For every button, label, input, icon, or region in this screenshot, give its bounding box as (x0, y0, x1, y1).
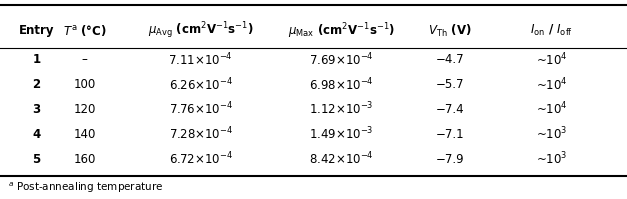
Text: $\mathit{I}_{\mathrm{on}}$ / $\mathit{I}_{\mathrm{off}}$: $\mathit{I}_{\mathrm{on}}$ / $\mathit{I}… (530, 23, 573, 38)
Text: 7.76×10$^{-4}$: 7.76×10$^{-4}$ (169, 101, 233, 118)
Text: 100: 100 (73, 78, 96, 91)
Text: ~10$^{4}$: ~10$^{4}$ (536, 101, 567, 118)
Text: −7.1: −7.1 (436, 128, 465, 141)
Text: −7.9: −7.9 (436, 153, 465, 166)
Text: $^{a}$ Post-annealing temperature: $^{a}$ Post-annealing temperature (8, 180, 163, 195)
Text: 6.26×10$^{-4}$: 6.26×10$^{-4}$ (169, 76, 233, 93)
Text: ~10$^{4}$: ~10$^{4}$ (536, 76, 567, 93)
Text: 140: 140 (73, 128, 96, 141)
Text: $\mathit{\mu}_{\mathrm{Max}}$ (cm$^{2}$V$^{-1}$s$^{-1}$): $\mathit{\mu}_{\mathrm{Max}}$ (cm$^{2}$V… (288, 21, 395, 41)
Text: $\mathit{\mu}_{\mathrm{Avg}}$ (cm$^{2}$V$^{-1}$s$^{-1}$): $\mathit{\mu}_{\mathrm{Avg}}$ (cm$^{2}$V… (148, 20, 253, 41)
Text: 8.42×10$^{-4}$: 8.42×10$^{-4}$ (309, 151, 374, 168)
Text: Entry: Entry (19, 24, 54, 37)
Text: $\mathit{V}_{\mathrm{Th}}$ (V): $\mathit{V}_{\mathrm{Th}}$ (V) (428, 23, 472, 39)
Text: −4.7: −4.7 (436, 53, 465, 66)
Text: 1.12×10$^{-3}$: 1.12×10$^{-3}$ (310, 101, 374, 118)
Text: 1.49×10$^{-3}$: 1.49×10$^{-3}$ (310, 126, 374, 143)
Text: 7.11×10$^{-4}$: 7.11×10$^{-4}$ (168, 51, 233, 68)
Text: 7.28×10$^{-4}$: 7.28×10$^{-4}$ (169, 126, 233, 143)
Text: 6.98×10$^{-4}$: 6.98×10$^{-4}$ (309, 76, 374, 93)
Text: 120: 120 (73, 103, 96, 116)
Text: 6.72×10$^{-4}$: 6.72×10$^{-4}$ (169, 151, 233, 168)
Text: $\mathit{T}^{\mathrm{a}}$ (°C): $\mathit{T}^{\mathrm{a}}$ (°C) (63, 23, 107, 38)
Text: $\mathbf{2}$: $\mathbf{2}$ (32, 78, 41, 91)
Text: $\mathbf{1}$: $\mathbf{1}$ (32, 53, 41, 66)
Text: −7.4: −7.4 (436, 103, 465, 116)
Text: $\mathbf{5}$: $\mathbf{5}$ (32, 153, 41, 166)
Text: $\mathbf{4}$: $\mathbf{4}$ (31, 128, 41, 141)
Text: ~10$^{4}$: ~10$^{4}$ (536, 51, 567, 68)
Text: 7.69×10$^{-4}$: 7.69×10$^{-4}$ (309, 51, 374, 68)
Text: 160: 160 (73, 153, 96, 166)
Text: ~10$^{3}$: ~10$^{3}$ (536, 151, 567, 168)
Text: −5.7: −5.7 (436, 78, 465, 91)
Text: –: – (82, 53, 88, 66)
Text: $\mathbf{3}$: $\mathbf{3}$ (32, 103, 41, 116)
Text: ~10$^{3}$: ~10$^{3}$ (536, 126, 567, 143)
